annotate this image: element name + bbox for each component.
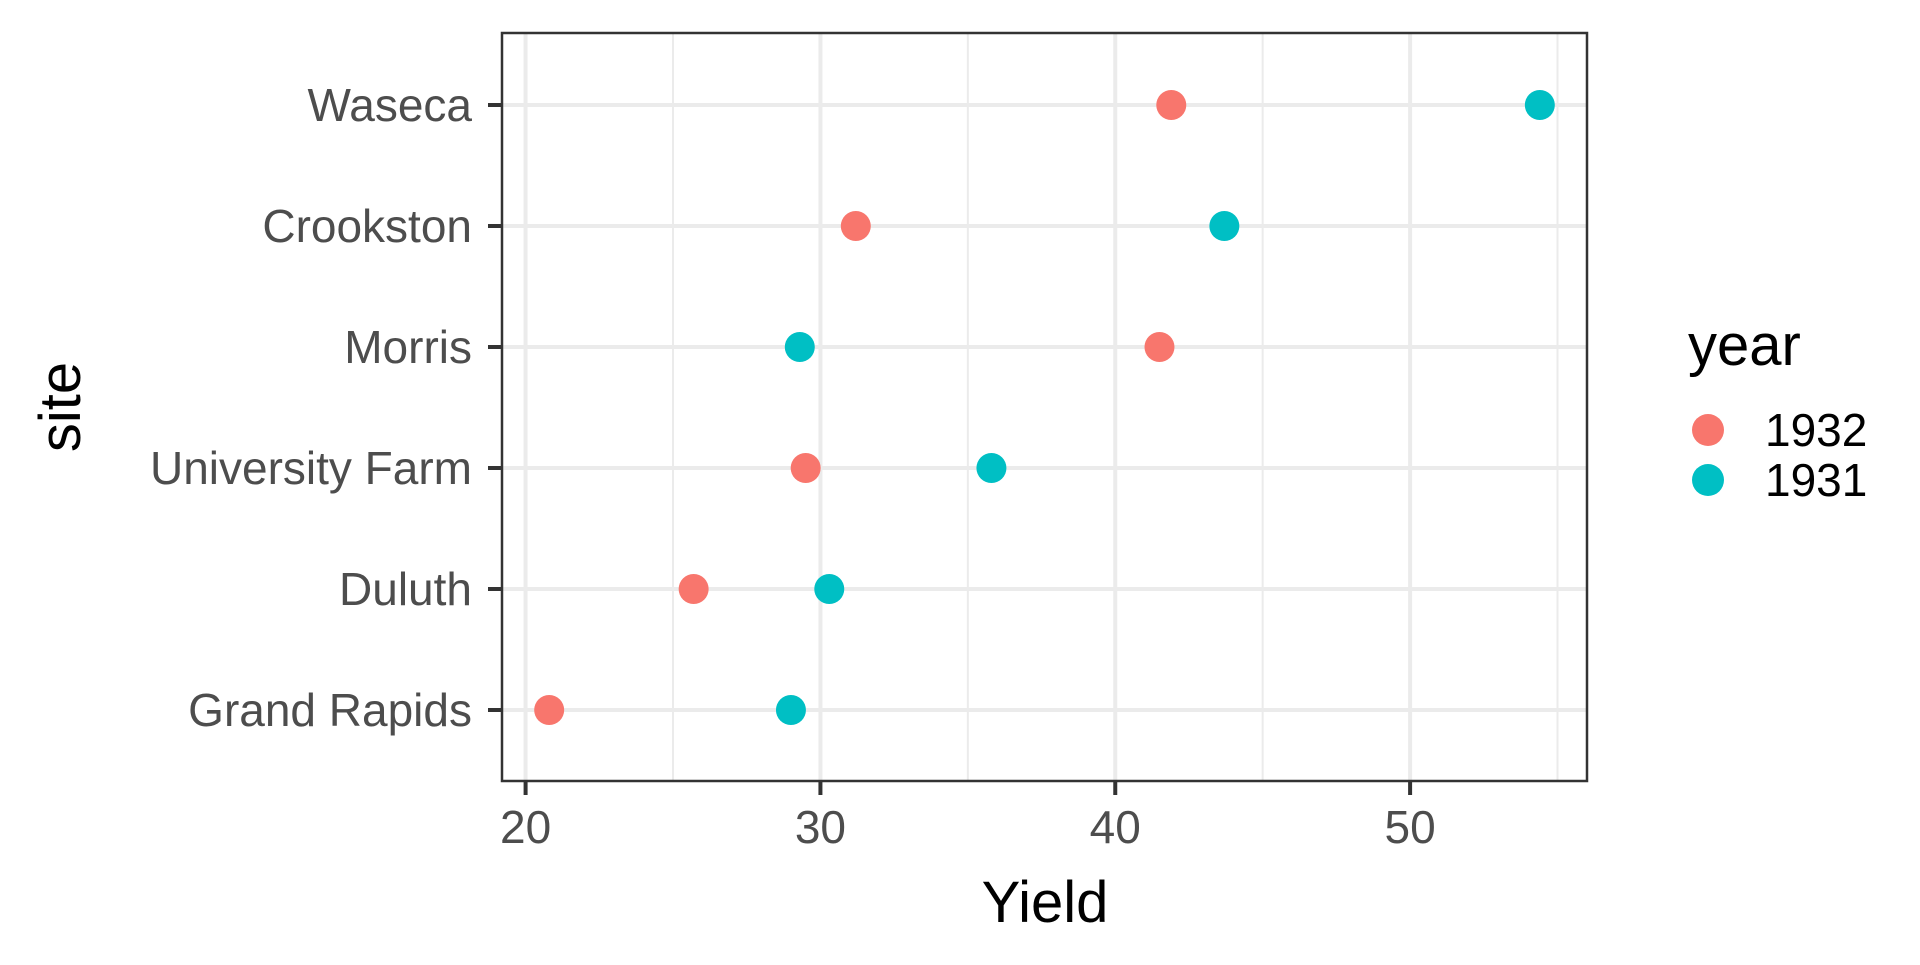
data-point-1931 <box>1524 90 1555 120</box>
data-points <box>534 90 1555 725</box>
data-point-1932 <box>840 211 871 241</box>
x-axis: 20 30 40 50 <box>500 781 1436 853</box>
x-tick-label: 50 <box>1385 801 1436 853</box>
y-tick-label: Morris <box>344 321 472 373</box>
x-tick-label: 40 <box>1090 801 1141 853</box>
y-tick-label: University Farm <box>150 442 472 494</box>
data-point-1932 <box>678 574 709 604</box>
y-tick-label: Grand Rapids <box>188 684 472 736</box>
y-axis: Waseca Crookston Morris University Farm Dulu… <box>150 79 502 736</box>
x-tick-label: 30 <box>795 801 846 853</box>
x-axis-title: Yield <box>982 870 1109 935</box>
x-tick-label: 20 <box>500 801 551 853</box>
data-point-1932 <box>534 695 565 725</box>
data-point-1931 <box>775 695 806 725</box>
panel-border <box>500 31 1589 783</box>
legend-swatch-1932 <box>1692 414 1724 446</box>
y-axis-title: site <box>28 362 93 452</box>
data-point-1931 <box>1209 211 1240 241</box>
y-tick-label: Waseca <box>308 79 473 131</box>
data-point-1932 <box>1144 332 1175 362</box>
legend-swatch-1931 <box>1692 464 1724 496</box>
legend-label-1931: 1931 <box>1765 454 1867 506</box>
data-point-1932 <box>790 453 821 483</box>
data-point-1931 <box>814 574 845 604</box>
data-point-1931 <box>784 332 815 362</box>
legend-label-1932: 1932 <box>1765 404 1867 456</box>
y-tick-label: Crookston <box>262 200 472 252</box>
legend-title: year <box>1688 313 1801 378</box>
data-point-1931 <box>976 453 1007 483</box>
data-point-1932 <box>1156 90 1187 120</box>
gridlines <box>502 33 1587 781</box>
y-tick-label: Duluth <box>339 563 472 615</box>
